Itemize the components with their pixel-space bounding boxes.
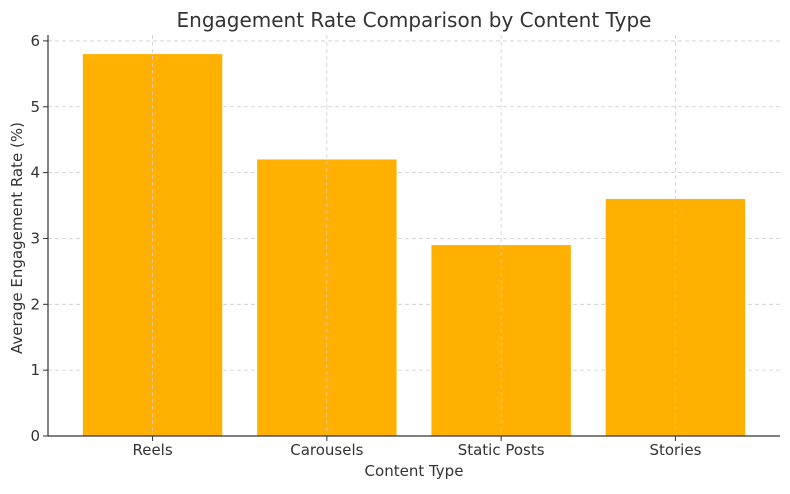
y-tick-label: 2 — [30, 295, 40, 313]
x-tick-label: Static Posts — [458, 441, 545, 459]
y-tick-label: 1 — [30, 361, 40, 379]
x-axis-label: Content Type — [365, 462, 464, 480]
y-tick-label: 6 — [30, 32, 40, 50]
axes: 0 1 2 3 4 5 6 Reels Carousels Static Posts Stories — [30, 32, 780, 459]
x-tick-label: Reels — [132, 441, 172, 459]
y-tick-label: 3 — [30, 229, 40, 247]
y-tick-label: 0 — [30, 427, 40, 445]
bars — [82, 54, 746, 436]
y-tick-label: 4 — [30, 164, 40, 182]
y-axis-label: Average Engagement Rate (%) — [8, 122, 26, 354]
x-tick-label: Carousels — [290, 441, 363, 459]
x-tick-label: Stories — [649, 441, 701, 459]
y-tick-label: 5 — [30, 98, 40, 116]
chart-title: Engagement Rate Comparison by Content Ty… — [177, 8, 652, 32]
